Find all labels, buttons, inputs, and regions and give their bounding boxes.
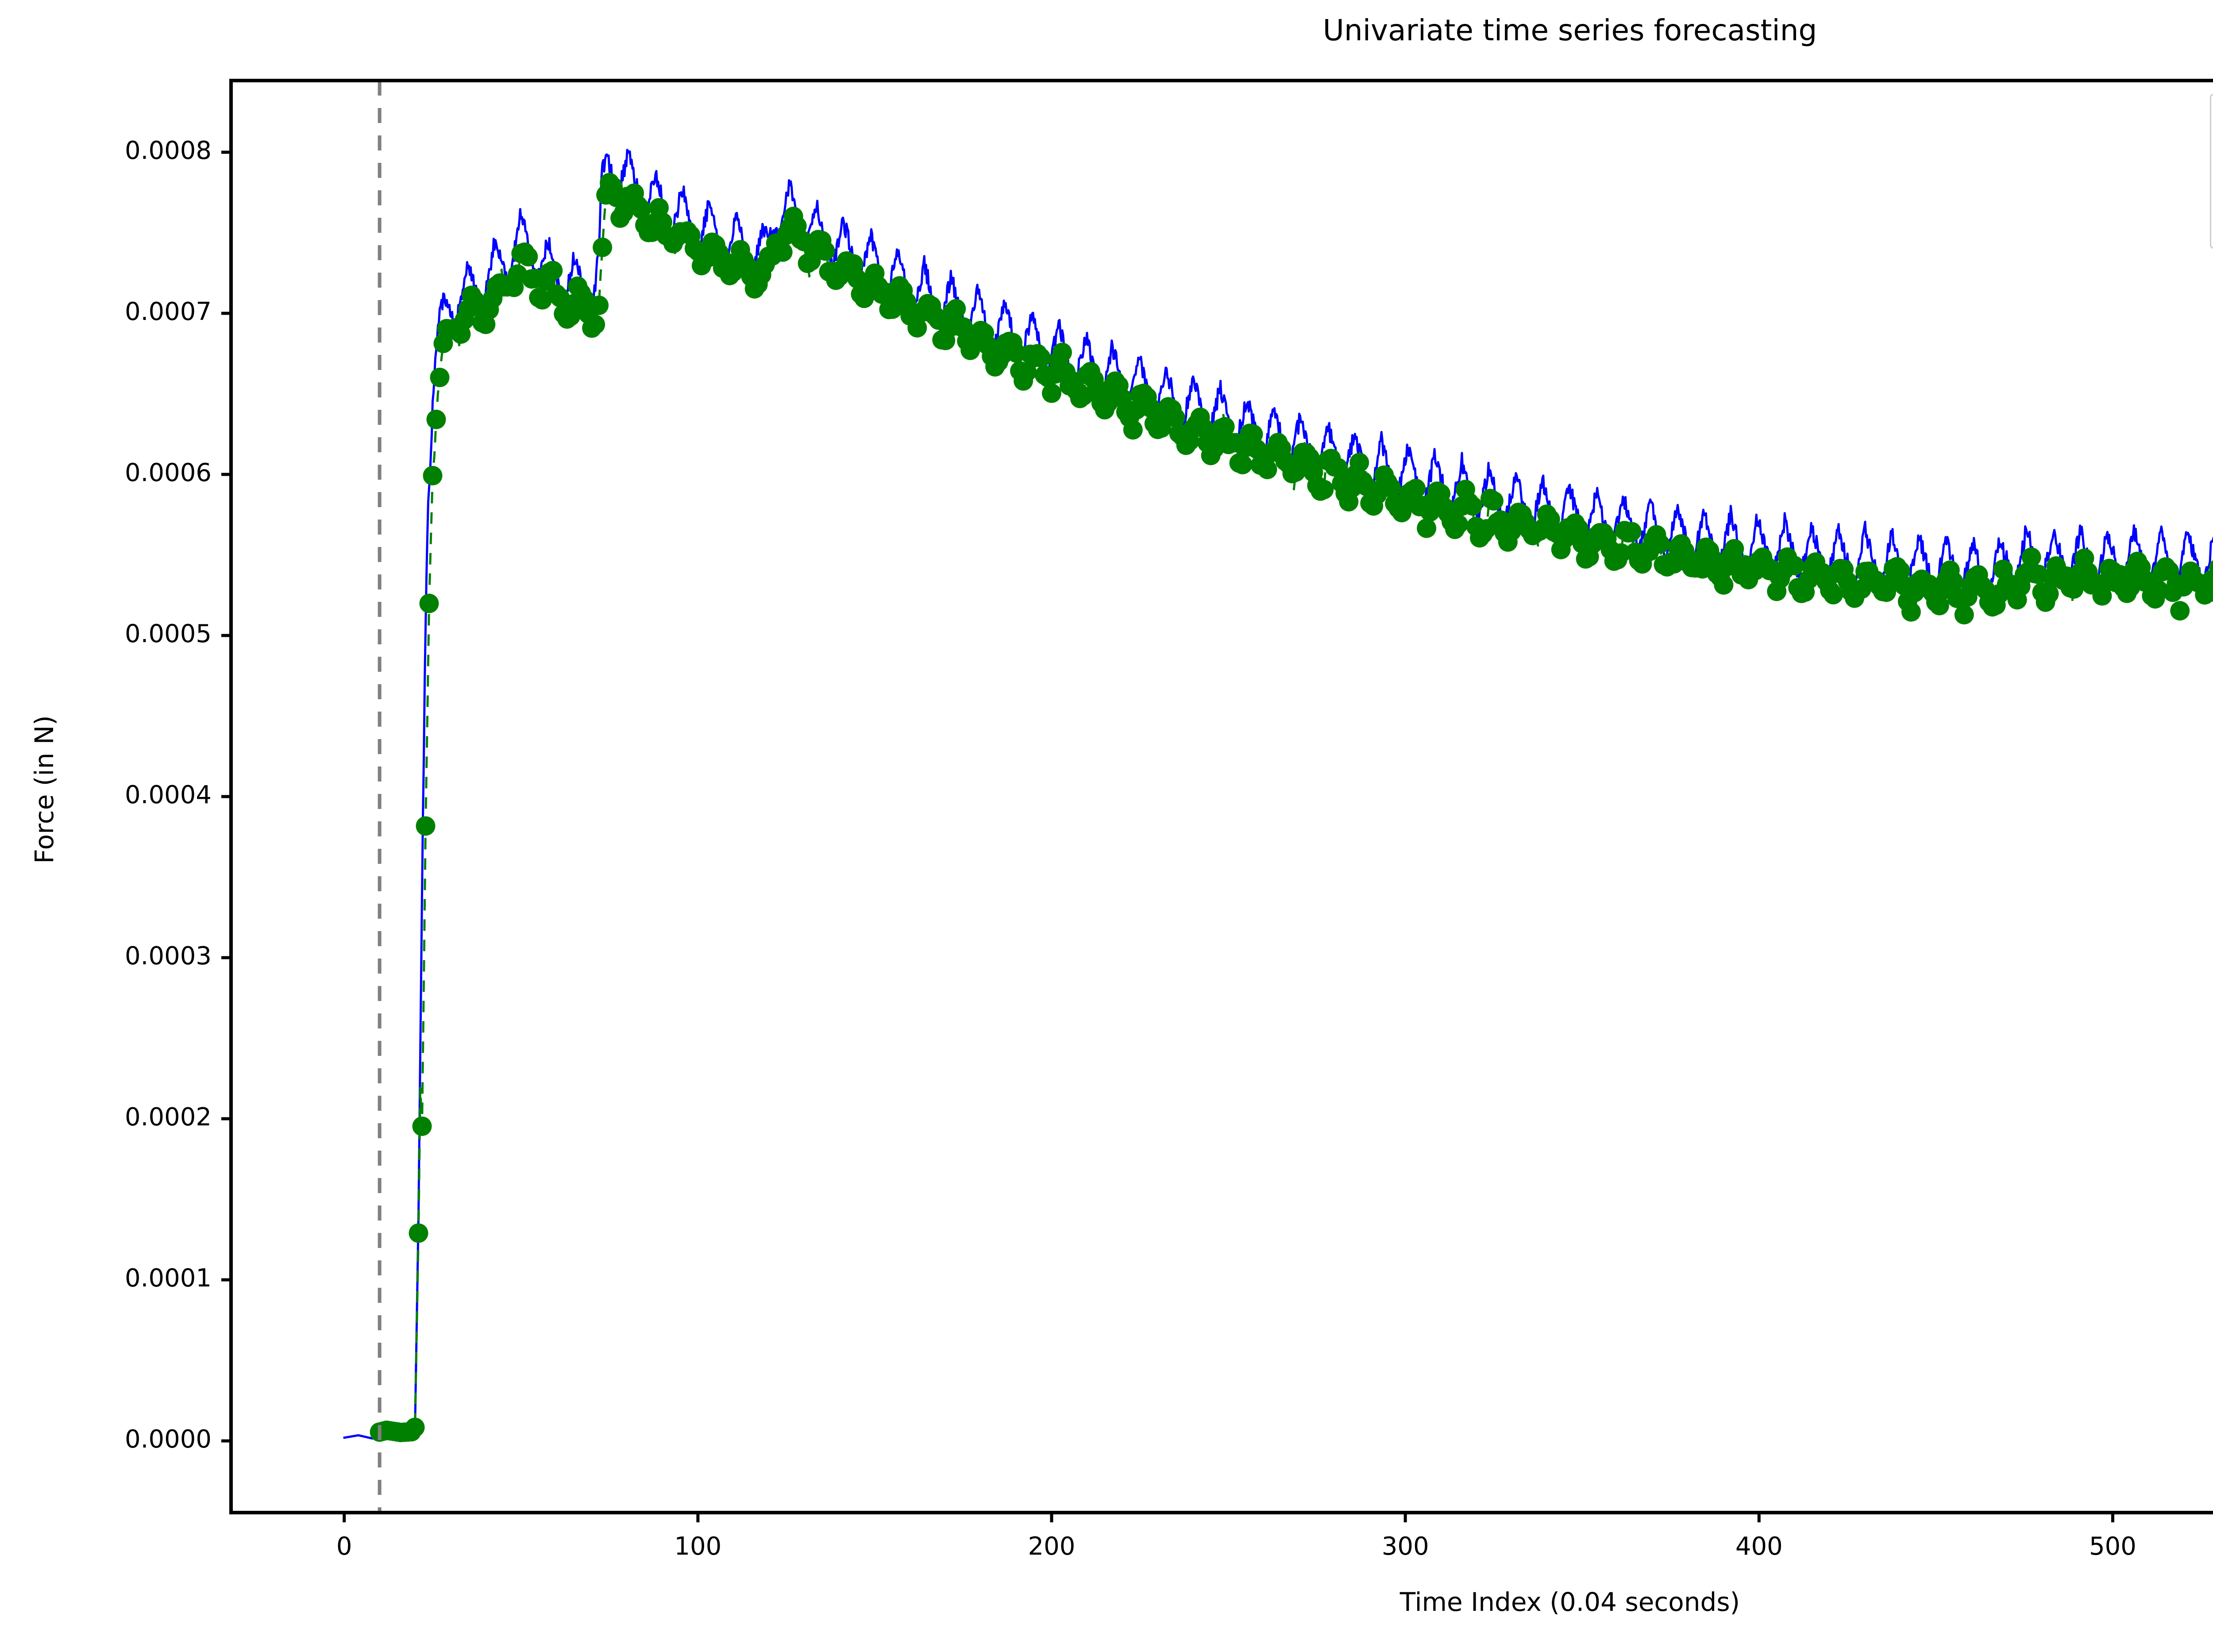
y-tick-label: 0.0000 <box>125 1425 212 1454</box>
y-tick-label: 0.0007 <box>125 297 212 326</box>
y-tick-label: 0.0002 <box>125 1103 212 1132</box>
x-tick-label: 400 <box>1735 1532 1783 1561</box>
y-tick-label: 0.0008 <box>125 136 212 165</box>
y-tick-label: 0.0005 <box>125 619 212 648</box>
y-tick-label: 0.0004 <box>125 781 212 809</box>
y-tick-label: 0.0001 <box>125 1264 212 1293</box>
y-axis-title: Force (in N) <box>29 715 59 864</box>
x-tick-label: 0 <box>336 1532 352 1561</box>
y-tick-label: 0.0003 <box>125 942 212 970</box>
chart-legend: Actual series Sequence-to-one prediction… <box>2210 94 2213 249</box>
x-tick-label: 300 <box>1381 1532 1429 1561</box>
x-tick-label: 200 <box>1028 1532 1076 1561</box>
x-axis-title: Time Index (0.04 seconds) <box>1400 1587 1740 1617</box>
x-tick-label: 500 <box>2089 1532 2136 1561</box>
y-tick-label: 0.0006 <box>125 458 212 487</box>
x-tick-label: 100 <box>674 1532 722 1561</box>
chart-title: Univariate time series forecasting <box>1322 13 1817 47</box>
